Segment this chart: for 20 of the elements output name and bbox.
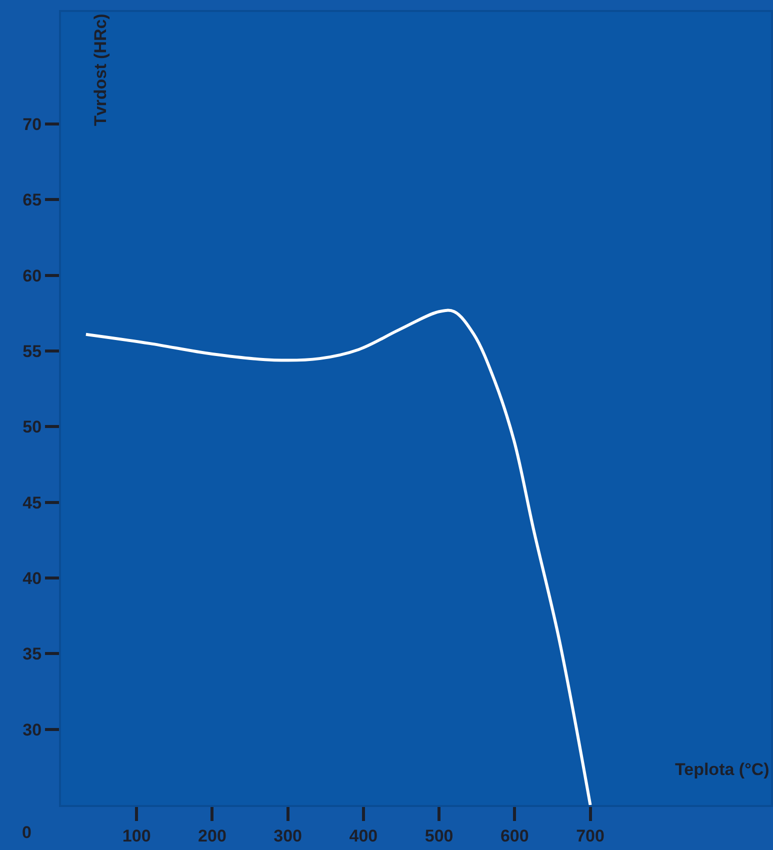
y-tick-label: 35 [22,644,42,664]
x-axis-title: Teplota (°C) [675,760,770,779]
x-tick-label: 300 [274,826,302,846]
x-tick-label: 700 [576,826,604,846]
y-tick-label: 45 [22,493,42,512]
y-tick-label: 55 [22,342,42,361]
x-tick-label: 200 [198,826,226,846]
x-tick-label: 500 [424,826,454,846]
x-tick-label: 100 [122,826,151,846]
line-series [84,309,592,805]
x-tick-label: 400 [349,826,378,846]
y-axis-title: Tvrdost (HRc) [91,14,110,126]
y-tick-label: 65 [22,190,42,210]
y-tick-label: 30 [22,720,42,740]
y-tick-label: 70 [22,114,42,134]
y-tick-label: 40 [22,568,42,588]
text: 0 [22,823,32,842]
x-tick-label: 600 [500,826,529,846]
y-tick-label: 50 [22,418,42,437]
y-tick-label: 60 [22,266,42,286]
